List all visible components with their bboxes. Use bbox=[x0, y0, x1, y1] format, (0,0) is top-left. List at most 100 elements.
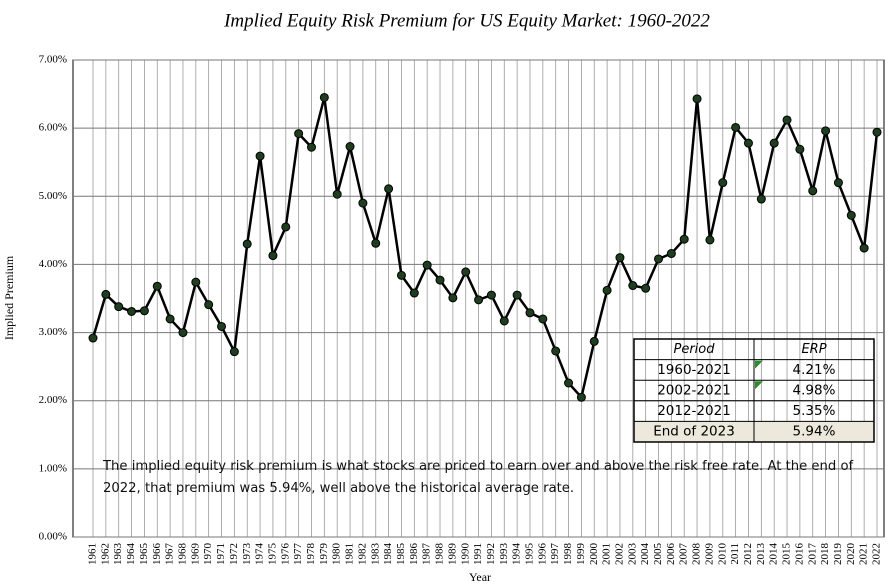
x-tick-label: 2004 bbox=[639, 543, 651, 566]
data-point bbox=[319, 92, 329, 102]
data-point bbox=[499, 316, 509, 326]
data-point bbox=[255, 151, 265, 161]
x-tick-label: 2022 bbox=[871, 543, 883, 565]
x-tick-label: 2006 bbox=[665, 543, 677, 566]
data-point bbox=[281, 222, 291, 232]
x-axis-label: Year bbox=[469, 570, 491, 584]
x-tick-label: 2005 bbox=[652, 543, 664, 566]
data-point bbox=[808, 186, 818, 196]
data-point bbox=[165, 314, 175, 324]
x-tick-label: 1969 bbox=[189, 543, 201, 566]
data-point bbox=[371, 238, 381, 248]
data-point bbox=[795, 144, 805, 154]
data-point bbox=[743, 138, 753, 148]
data-point bbox=[692, 94, 702, 104]
data-point bbox=[474, 295, 484, 305]
x-tick-label: 2011 bbox=[729, 543, 741, 565]
data-point bbox=[525, 308, 535, 318]
data-point bbox=[628, 281, 638, 291]
x-tick-label: 2020 bbox=[845, 543, 857, 566]
data-point bbox=[461, 267, 471, 277]
data-point bbox=[88, 333, 98, 343]
data-point bbox=[204, 300, 214, 310]
data-point bbox=[409, 288, 419, 298]
x-tick-label: 1964 bbox=[125, 543, 137, 566]
x-tick-label: 1963 bbox=[112, 543, 124, 566]
data-point bbox=[756, 194, 766, 204]
x-tick-label: 2021 bbox=[858, 543, 870, 565]
data-point bbox=[229, 347, 239, 357]
x-tick-label: 2013 bbox=[755, 543, 767, 566]
x-tick-label: 1977 bbox=[292, 543, 304, 566]
data-point bbox=[178, 328, 188, 338]
x-tick-label: 2015 bbox=[781, 543, 793, 566]
x-tick-label: 1965 bbox=[138, 543, 150, 566]
data-point bbox=[486, 290, 496, 300]
x-tick-label: 1989 bbox=[446, 543, 458, 566]
data-point bbox=[859, 243, 869, 253]
table-header: Period bbox=[674, 342, 716, 357]
data-point bbox=[679, 234, 689, 244]
series-line bbox=[91, 96, 879, 399]
data-point bbox=[615, 253, 625, 263]
data-point bbox=[435, 275, 445, 285]
x-tick-label: 1974 bbox=[254, 543, 266, 566]
comment-marker bbox=[755, 360, 763, 369]
x-tick-label: 2018 bbox=[819, 543, 831, 566]
x-tick-label: 2007 bbox=[678, 543, 690, 566]
data-point bbox=[512, 290, 522, 300]
data-point bbox=[576, 392, 586, 402]
table-cell: 5.35% bbox=[793, 403, 836, 419]
y-tick-label: 6.00% bbox=[39, 122, 67, 134]
table-cell: 1960-2021 bbox=[657, 362, 731, 378]
data-point bbox=[101, 289, 111, 299]
x-tick-label: 1999 bbox=[575, 543, 587, 566]
table-cell: 4.98% bbox=[793, 383, 836, 399]
data-point bbox=[268, 251, 278, 261]
x-tick-label: 1983 bbox=[369, 543, 381, 566]
data-point bbox=[833, 178, 843, 188]
x-tick-label: 1985 bbox=[395, 543, 407, 566]
x-tick-label: 2008 bbox=[691, 543, 703, 566]
x-tick-label: 1972 bbox=[228, 543, 240, 565]
x-tick-label: 1991 bbox=[472, 543, 484, 565]
x-tick-label: 1970 bbox=[202, 543, 214, 566]
x-tick-label: 1996 bbox=[536, 543, 548, 566]
x-tick-label: 1984 bbox=[382, 543, 394, 566]
data-point bbox=[191, 277, 201, 287]
x-tick-label: 1975 bbox=[266, 543, 278, 566]
x-tick-label: 1990 bbox=[459, 543, 471, 566]
y-tick-label: 0.00% bbox=[39, 531, 67, 543]
x-tick-label: 2012 bbox=[742, 543, 754, 565]
data-point bbox=[769, 138, 779, 148]
data-point bbox=[294, 129, 304, 139]
x-tick-label: 1978 bbox=[305, 543, 317, 566]
x-tick-label: 2009 bbox=[703, 543, 715, 566]
data-point bbox=[139, 306, 149, 316]
data-point bbox=[384, 184, 394, 194]
x-tick-label: 2002 bbox=[613, 543, 625, 565]
x-tick-label: 1968 bbox=[176, 543, 188, 566]
x-tick-label: 1982 bbox=[356, 543, 368, 565]
y-tick-label: 2.00% bbox=[39, 394, 67, 406]
x-tick-label: 2000 bbox=[588, 543, 600, 566]
x-tick-label: 1997 bbox=[549, 543, 561, 566]
comment-marker bbox=[755, 381, 763, 390]
data-point bbox=[448, 293, 458, 303]
data-point bbox=[718, 178, 728, 188]
x-tick-label: 1987 bbox=[421, 543, 433, 566]
y-axis-label: Implied Premium bbox=[2, 255, 16, 340]
y-tick-label: 1.00% bbox=[39, 462, 67, 474]
data-point bbox=[152, 281, 162, 291]
data-point bbox=[332, 189, 342, 199]
data-point bbox=[551, 346, 561, 356]
data-point bbox=[666, 249, 676, 259]
data-point bbox=[846, 210, 856, 220]
x-tick-label: 2010 bbox=[716, 543, 728, 566]
x-tick-label: 1993 bbox=[498, 543, 510, 566]
x-tick-label: 2019 bbox=[832, 543, 844, 566]
x-tick-label: 1967 bbox=[164, 543, 176, 566]
data-point bbox=[114, 302, 124, 312]
data-point bbox=[538, 314, 548, 324]
